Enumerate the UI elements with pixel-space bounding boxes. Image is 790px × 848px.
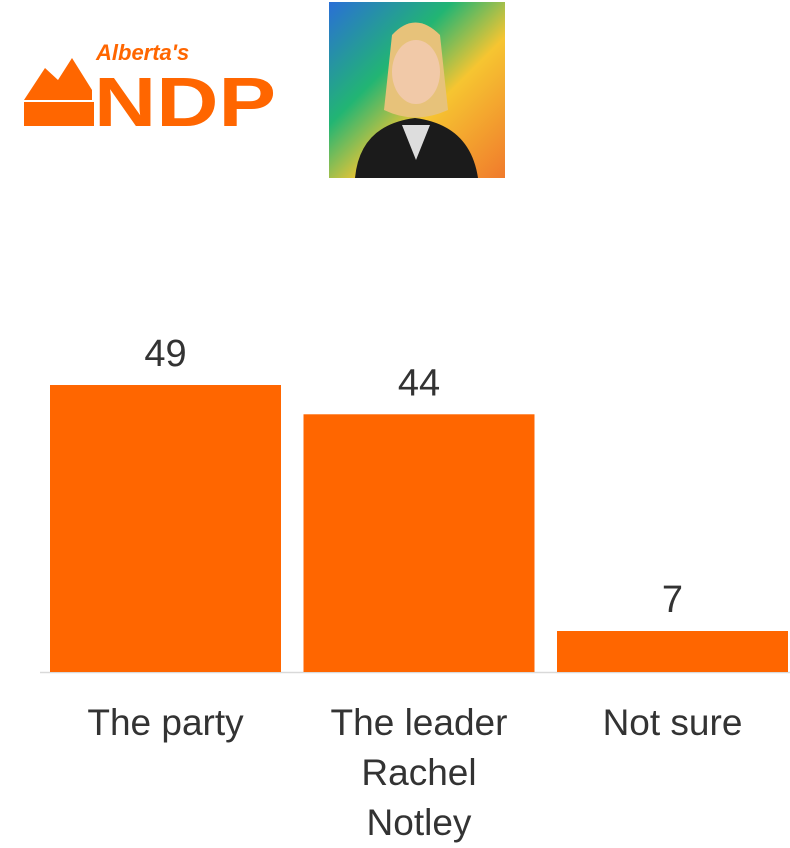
value-label: 49 — [144, 333, 186, 375]
photo — [329, 2, 505, 178]
bar — [303, 414, 535, 672]
photo-shirt — [402, 125, 430, 160]
logo: Alberta's NDP — [24, 40, 276, 141]
logo-base — [24, 102, 94, 126]
category-label: The leader Rachel Notley — [330, 702, 508, 843]
value-label: 44 — [398, 362, 440, 404]
logo-top: Alberta's — [95, 40, 189, 65]
category-label: Not sure — [602, 702, 743, 743]
bar — [557, 631, 788, 672]
value-label: 7 — [662, 579, 683, 621]
logo-main: NDP — [94, 63, 276, 141]
category-label: The party — [87, 702, 244, 743]
photo-face — [392, 40, 440, 104]
bar — [50, 385, 281, 672]
logo-mountains — [24, 58, 92, 100]
